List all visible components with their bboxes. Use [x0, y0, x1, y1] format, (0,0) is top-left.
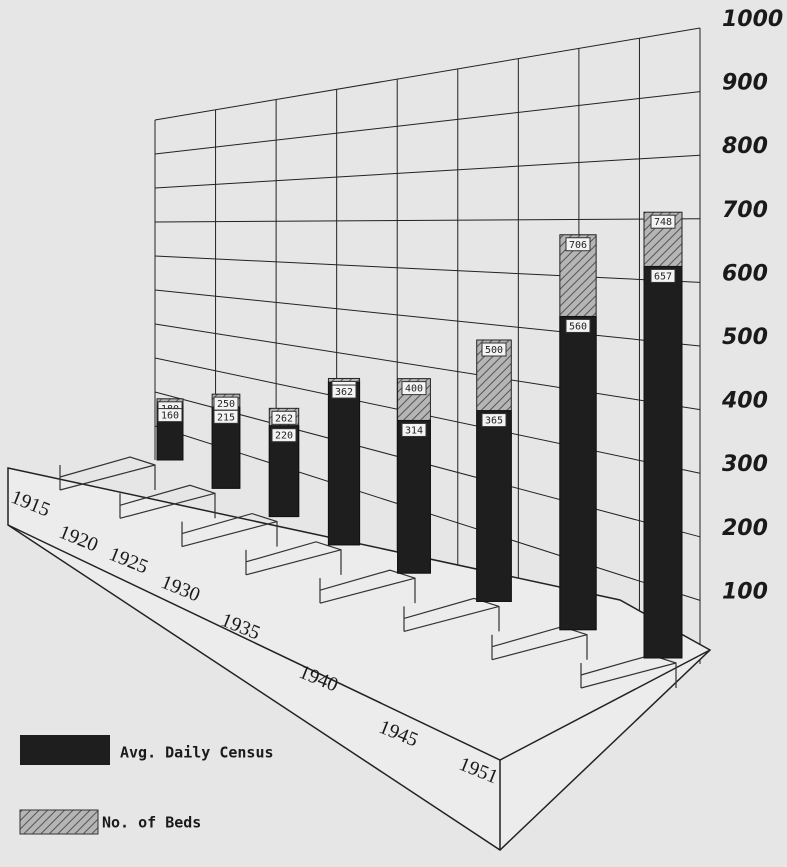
beds-label: 262: [275, 413, 293, 424]
beds-label: 250: [217, 399, 235, 410]
y-tick-label: 700: [722, 198, 768, 223]
census-bar: [477, 411, 512, 602]
y-tick-label: 400: [721, 389, 768, 414]
legend-label: Avg. Daily Census: [120, 744, 274, 762]
census-label: 160: [161, 411, 179, 422]
census-bar: [644, 266, 682, 658]
y-tick-label: 500: [722, 325, 768, 350]
chart: 1801602502152622203703624003145003657065…: [0, 0, 787, 867]
y-tick-label: 600: [722, 261, 768, 286]
census-label: 215: [217, 412, 235, 423]
y-tick-label: 300: [722, 452, 768, 477]
grid-line: [155, 219, 700, 222]
legend-label: No. of Beds: [102, 814, 201, 832]
legend: Avg. Daily Census No. of Beds: [20, 735, 274, 834]
census-label: 220: [275, 431, 293, 442]
census-label: 362: [335, 387, 353, 398]
grid-line: [155, 290, 700, 346]
census-label: 657: [654, 271, 672, 282]
y-tick-label: 1000: [722, 7, 783, 32]
census-label: 365: [485, 416, 503, 427]
census-bar: [328, 382, 359, 545]
beds-label: 500: [485, 345, 503, 356]
census-label: 560: [569, 321, 587, 332]
y-tick-label: 800: [722, 134, 768, 159]
beds-label: 400: [405, 384, 423, 395]
y-tick-label: 100: [722, 579, 768, 604]
grid-line: [155, 28, 700, 120]
grid-line: [155, 155, 700, 188]
census-label: 314: [405, 425, 423, 436]
grid-line: [155, 256, 700, 282]
y-tick-label: 900: [722, 71, 768, 96]
grid-line: [155, 92, 700, 154]
y-tick-label: 200: [722, 516, 768, 541]
census-bar: [398, 420, 431, 573]
beds-label: 706: [569, 240, 587, 251]
census-bar: [560, 316, 596, 629]
beds-label: 748: [654, 217, 672, 228]
legend-swatch: [20, 735, 110, 765]
legend-swatch: [20, 810, 98, 834]
